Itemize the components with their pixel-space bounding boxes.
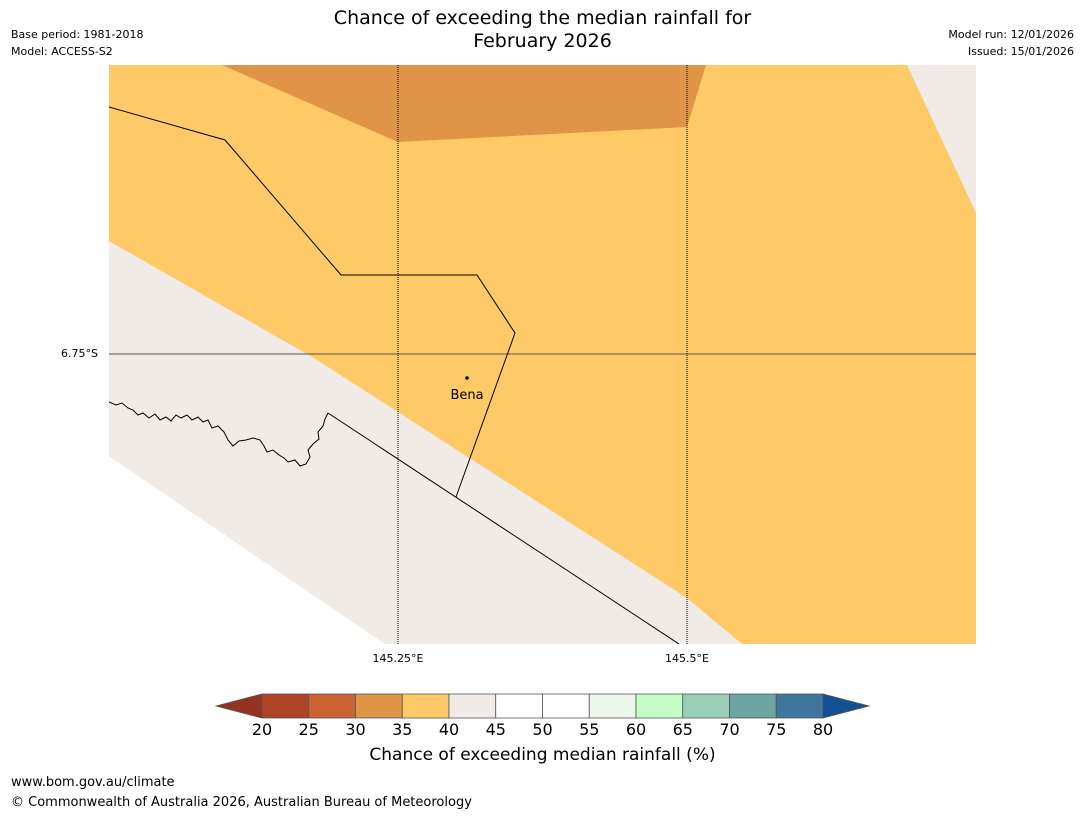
colorbar-bin-50-55 [542,693,590,719]
colorbar-bin-65-70 [682,693,730,719]
latitude-label: 6.75°S [61,347,98,360]
colorbar-tick-label: 55 [579,720,600,739]
colorbar-label: Chance of exceeding median rainfall (%) [369,745,716,765]
longitude-label-1: 145.25°E [372,652,424,665]
colorbar-tick-label: 50 [532,720,553,739]
region-outside-lower-left [109,456,385,644]
footer-url: www.bom.gov.au/climate [11,775,175,790]
colorbar-bin-40-45 [448,693,497,719]
colorbar-bin-70-75 [729,693,777,719]
region-40-45-upper-right [907,65,976,213]
chart-title: Chance of exceeding the median rainfall … [0,7,1085,53]
colorbar-bin-20-25 [261,693,310,719]
colorbar-tick-label: 80 [812,720,834,739]
colorbar-tick-label: 40 [438,720,460,739]
colorbar-tick-label: 35 [392,720,413,739]
colorbar-bin-25-30 [308,693,356,719]
colorbar-tick-label: 60 [625,720,647,739]
region-40-45-lower-left [109,241,742,644]
colorbar-bin-35-40 [401,693,450,719]
colorbar-bin-30-35 [355,693,403,719]
place-marker-bena [465,376,469,380]
colorbar-tick-label: 30 [345,720,366,739]
title-line-1: Chance of exceeding the median rainfall … [333,7,752,29]
longitude-label-2: 145.5°E [665,652,709,665]
admin-boundary [109,106,516,498]
place-label-bena: Bena [450,388,484,403]
colorbar-tick-label: 45 [485,720,506,739]
colorbar-over-arrow [822,693,871,719]
region-30-35 [222,65,706,142]
colorbar-bin-60-65 [635,693,684,719]
meta-right: Model run: 12/01/2026 Issued: 15/01/2026 [948,26,1074,60]
footer-copyright: © Commonwealth of Australia 2026, Austra… [11,795,472,810]
model-run: Model run: 12/01/2026 [948,28,1074,41]
colorbar-bin-45-50 [495,693,543,719]
base-period: Base period: 1981-2018 [11,28,144,41]
model-name: Model: ACCESS-S2 [11,45,113,58]
colorbar-tick-label: 65 [672,720,693,739]
meta-left: Base period: 1981-2018 Model: ACCESS-S2 [11,26,143,60]
colorbar-bin-55-60 [588,693,637,719]
issued-date: Issued: 15/01/2026 [967,45,1074,58]
admin-boundary-lower [327,412,680,644]
colorbar-tick-label: 75 [766,720,787,739]
title-line-2: February 2026 [473,30,612,52]
colorbar-under-arrow [214,693,263,719]
forecast-map [109,65,976,644]
colorbar-tick-label: 70 [719,720,740,739]
river-line [109,401,329,467]
colorbar-tick-label: 25 [298,720,319,739]
colorbar-tick-label: 20 [251,720,273,739]
colorbar-bin-75-80 [775,693,824,719]
